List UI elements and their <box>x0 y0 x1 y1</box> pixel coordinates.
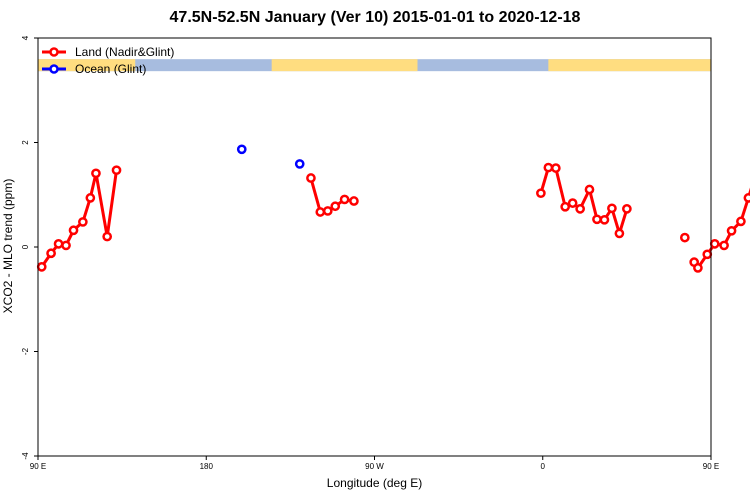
ocean-point <box>294 159 305 169</box>
land-point <box>91 168 101 179</box>
land-point <box>599 214 610 225</box>
land-point <box>622 204 632 214</box>
land-point <box>702 249 713 260</box>
x-tick-label: 90 W <box>365 462 384 471</box>
legend-ocean-marker <box>49 64 59 74</box>
land-line-2 <box>539 166 629 235</box>
land-point <box>693 263 703 273</box>
land-point <box>46 248 56 259</box>
land-point <box>61 240 71 251</box>
land-point <box>709 239 720 249</box>
x-axis-label: Longitude (deg E) <box>326 476 423 490</box>
land-point <box>536 188 546 199</box>
ocean-point <box>236 144 247 155</box>
y-tick-label: 4 <box>21 35 30 40</box>
land-point <box>53 239 64 249</box>
land-point <box>339 194 350 205</box>
land-point <box>85 193 96 203</box>
land-line-0 <box>40 169 118 268</box>
land-point <box>592 214 602 225</box>
land-point <box>330 201 341 212</box>
land-point <box>111 165 122 176</box>
legend: Land (Nadir&Glint) Ocean (Glint) <box>42 45 174 76</box>
x-tick-label: 90 E <box>703 462 719 471</box>
land-point <box>614 228 625 239</box>
land-point <box>550 163 561 173</box>
land-point <box>315 207 326 217</box>
land-point <box>68 225 79 236</box>
land-point <box>349 196 359 206</box>
land-point <box>567 198 578 208</box>
land-point <box>306 173 316 183</box>
land-point <box>78 217 88 227</box>
y-tick-label: -4 <box>21 452 30 460</box>
land-point <box>607 203 617 214</box>
chart-title: 47.5N-52.5N January (Ver 10) 2015-01-01 … <box>169 9 581 26</box>
land-strip-2 <box>548 59 711 72</box>
land-point <box>575 204 585 214</box>
land-point <box>560 201 571 212</box>
land-point <box>679 232 690 243</box>
y-axis-label: XCO2 - MLO trend (ppm) <box>1 178 15 314</box>
y-tick-label: 0 <box>21 244 30 249</box>
plot-frame <box>37 37 712 457</box>
series-layer <box>36 144 750 273</box>
land-point <box>743 193 750 203</box>
x-tick-label: 0 <box>541 462 546 471</box>
legend-land-label: Land (Nadir&Glint) <box>75 45 174 59</box>
y-tick-label: -2 <box>21 347 30 355</box>
x-tick-label: 180 <box>200 462 214 471</box>
land-point <box>102 231 113 242</box>
x-tick-label: 90 E <box>30 462 46 471</box>
land-point <box>584 184 595 195</box>
legend-land-marker <box>49 47 59 57</box>
land-point <box>726 225 737 236</box>
land-point <box>36 262 47 272</box>
land-point <box>322 206 333 216</box>
legend-ocean-label: Ocean (Glint) <box>75 62 146 76</box>
land-point <box>736 216 746 227</box>
land-strip-1 <box>271 59 418 72</box>
land-point <box>719 240 729 251</box>
land-point <box>543 162 554 173</box>
y-tick-label: 2 <box>21 140 30 145</box>
